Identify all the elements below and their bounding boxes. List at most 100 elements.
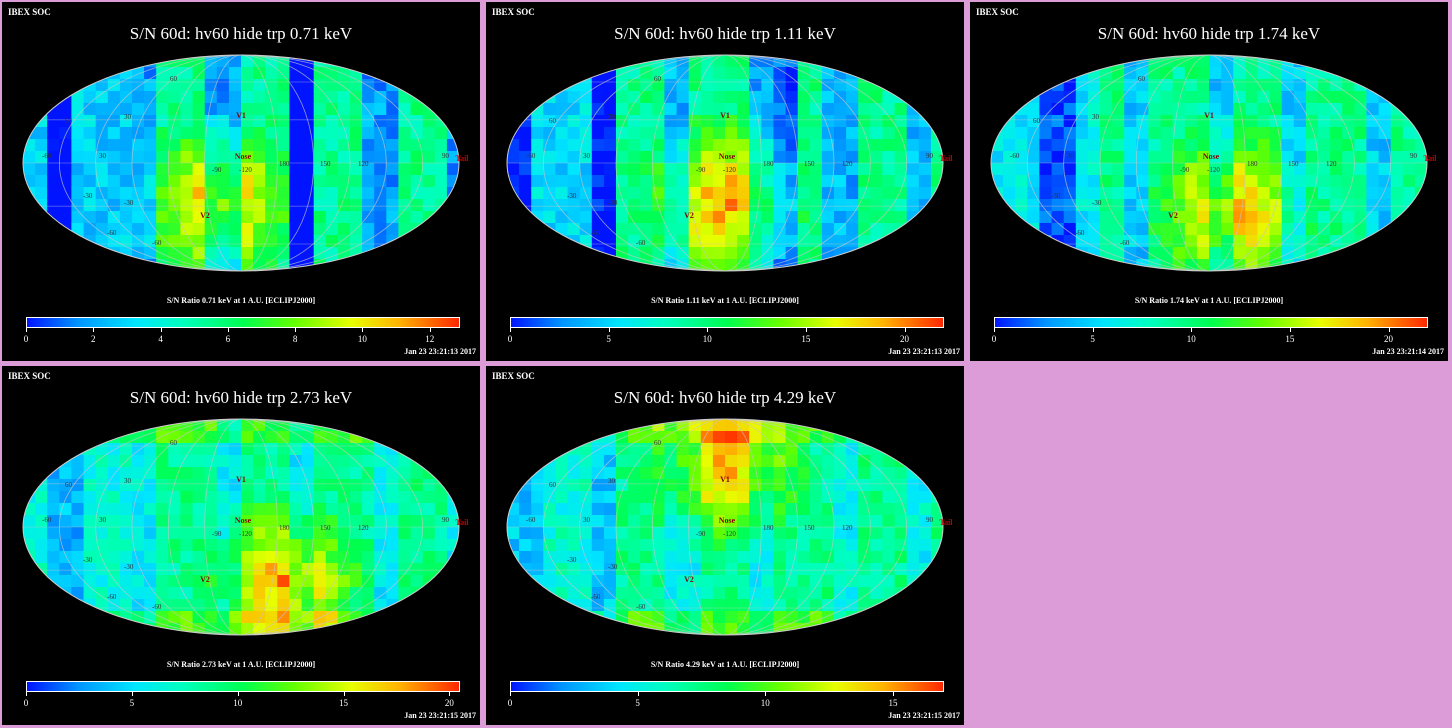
colorbar-title: S/N Ratio 1.74 keV at 1 A.U. [ECLIPJ2000…	[1134, 296, 1284, 305]
grid-coordinate-label: -60	[107, 593, 117, 601]
mollweide-skymap: V1 V2 Nose Tail 60 30 -30 -60 -90 -120 180 150 120 90…	[22, 418, 469, 636]
colorbar-tick-label: 0	[507, 334, 513, 344]
colorbar-tickmark	[637, 692, 639, 696]
grid-coordinate-label: -90	[696, 166, 706, 174]
grid-coordinate-label: -60	[1010, 152, 1020, 160]
colorbar-tick-label: 5	[1090, 334, 1095, 344]
grid-coordinate-label: 30	[608, 113, 616, 121]
grid-coordinate-label: 30	[1067, 152, 1075, 160]
grid-coordinate-label: -30	[567, 556, 577, 564]
grid-coordinate-label: -30	[608, 199, 618, 207]
colorbar-tick-label: 15	[1285, 334, 1295, 344]
grid-coordinate-label: 120	[1326, 160, 1337, 168]
grid-coordinate-label: -30	[1051, 192, 1061, 200]
colorbar-tickmark	[904, 328, 906, 332]
colorbar-tickmark	[429, 328, 431, 332]
grid-coordinate-label: 60	[170, 75, 178, 83]
colorbar-tick-label: 20	[1384, 334, 1394, 344]
grid-coordinate-label: 60	[549, 481, 557, 489]
colorbar-tickmark	[1289, 328, 1291, 332]
grid-coordinate-label: 90	[442, 152, 450, 160]
v1-label: V1	[1204, 111, 1214, 120]
grid-coordinate-label: -60	[42, 152, 52, 160]
v1-label: V1	[236, 475, 246, 484]
colorbar-tickmark	[1092, 328, 1094, 332]
map-title: S/N 60d: hv60 hide trp 0.71 keV	[129, 24, 353, 43]
v2-label: V2	[200, 575, 210, 584]
grid-coordinate-label: 60	[65, 117, 73, 125]
colorbar-tickmark	[26, 328, 27, 332]
v1-label: V1	[236, 111, 246, 120]
colorbar-tick-label: 10	[233, 698, 243, 708]
colorbar-tickmark	[765, 692, 767, 696]
grid-coordinate-label: -90	[696, 530, 706, 538]
grid-coordinate-label: 150	[1288, 160, 1299, 168]
colorbar-tick-label: 2	[91, 334, 96, 344]
grid-coordinate-label: 90	[926, 516, 934, 524]
grid-coordinate-label: -60	[152, 603, 162, 611]
v2-label: V2	[684, 211, 694, 220]
colorbar-tickmark	[994, 328, 995, 332]
grid-coordinate-label: 150	[320, 524, 331, 532]
colorbar-title: S/N Ratio 1.11 keV at 1 A.U. [ECLIPJ2000…	[651, 296, 799, 305]
timestamp: Jan 23 23:21:13 2017	[888, 347, 960, 356]
grid-coordinate-label: -90	[212, 166, 222, 174]
colorbar-tickmark	[343, 692, 345, 696]
grid-coordinate-label: 60	[654, 75, 662, 83]
nose-label: Nose	[1203, 152, 1220, 161]
tail-label: Tail	[1423, 154, 1437, 163]
grid-coordinate-label: -60	[526, 152, 536, 160]
colorbar-title: S/N Ratio 4.29 keV at 1 A.U. [ECLIPJ2000…	[650, 660, 800, 669]
grid-coordinate-label: -30	[567, 192, 577, 200]
colorbar-tickmark	[237, 692, 239, 696]
mollweide-skymap: V1 V2 Nose Tail 60 30 -30 -60 -90 -120 180 150 120 90…	[506, 418, 953, 636]
grid-coordinate-label: 150	[320, 160, 331, 168]
ibex-soc-label: IBEX SOC	[492, 7, 535, 17]
grid-coordinate-label: -120	[723, 530, 736, 538]
ibex-soc-label: IBEX SOC	[976, 7, 1019, 17]
grid-coordinate-label: 180	[763, 524, 774, 532]
skymap-panel: IBEX SOC S/N 60d: hv60 hide trp 1.11 keV V…	[486, 2, 964, 361]
grid-coordinate-label: -30	[124, 563, 134, 571]
grid-coordinate-label: -30	[83, 556, 93, 564]
grid-coordinate-label: -60	[152, 239, 162, 247]
colorbar-tickmark	[805, 328, 807, 332]
skymap-panel: IBEX SOC S/N 60d: hv60 hide trp 4.29 keV V…	[486, 366, 964, 725]
mollweide-skymap: V1 V2 Nose Tail 60 30 -30 -60 -90 -120 180 150 120 90…	[990, 54, 1437, 272]
colorbar	[26, 681, 460, 692]
colorbar-tickmark	[707, 328, 709, 332]
colorbar-tick-label: 20	[900, 334, 910, 344]
colorbar-tickmark	[26, 692, 27, 696]
colorbar-tick-label: 8	[292, 334, 298, 344]
grid-coordinate-label: -90	[212, 530, 222, 538]
grid-coordinate-label: 30	[124, 113, 132, 121]
grid-coordinate-label: -60	[591, 229, 601, 237]
v1-label: V1	[720, 111, 730, 120]
grid-coordinate-label: 60	[1033, 117, 1041, 125]
grid-coordinate-label: -30	[124, 199, 134, 207]
nose-label: Nose	[719, 516, 736, 525]
v2-label: V2	[1168, 211, 1178, 220]
grid-coordinate-label: 90	[442, 516, 450, 524]
timestamp: Jan 23 23:21:14 2017	[1372, 347, 1444, 356]
colorbar-tickmark	[510, 692, 511, 696]
mollweide-skymap: V1 V2 Nose Tail 60 30 -30 -60 -90 -120 180 150 120 90…	[22, 54, 469, 272]
grid-coordinate-label: 30	[124, 477, 132, 485]
grid-coordinate-label: 30	[583, 152, 591, 160]
skymap-panel: IBEX SOC S/N 60d: hv60 hide trp 2.73 keV V…	[2, 366, 480, 725]
ibex-soc-label: IBEX SOC	[8, 7, 51, 17]
grid-coordinate-label: 90	[926, 152, 934, 160]
grid-coordinate-label: -120	[239, 530, 252, 538]
tail-label: Tail	[455, 518, 469, 527]
grid-coordinate-label: -60	[526, 516, 536, 524]
colorbar-tick-label: 6	[225, 334, 231, 344]
v1-label: V1	[720, 475, 730, 484]
grid-coordinate-label: 120	[358, 160, 369, 168]
grid-coordinate-label: 180	[279, 160, 290, 168]
colorbar-tick-label: 0	[991, 334, 997, 344]
grid-coordinate-label: -30	[608, 563, 618, 571]
mollweide-skymap: V1 V2 Nose Tail 60 30 -30 -60 -90 -120 180 150 120 90…	[506, 54, 953, 272]
timestamp: Jan 23 23:21:13 2017	[404, 347, 476, 356]
colorbar-tick-label: 0	[23, 334, 29, 344]
grid-coordinate-label: 150	[804, 160, 815, 168]
